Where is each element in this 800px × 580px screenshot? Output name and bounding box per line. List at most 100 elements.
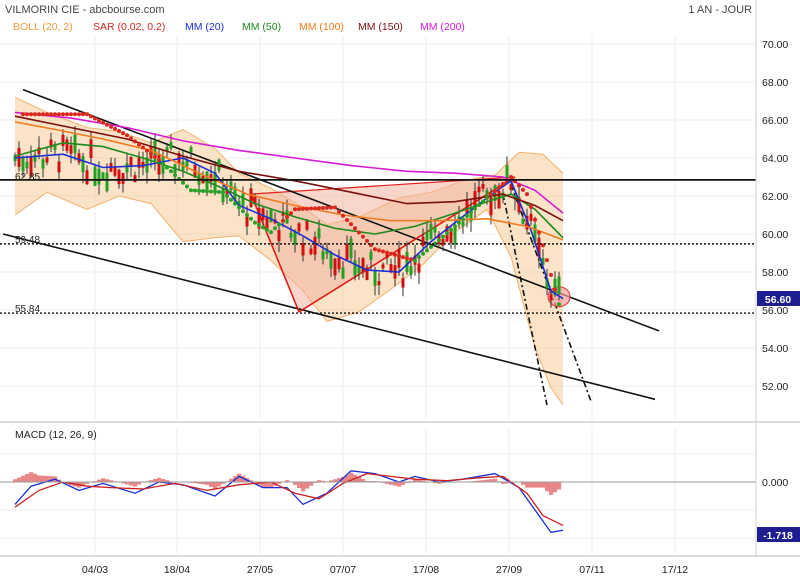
x-tick-label: 27/05 (247, 564, 273, 576)
candle-body (93, 166, 97, 186)
macd-histogram-bar (101, 478, 106, 482)
macd-histogram-bar (129, 482, 134, 486)
sar-dot (297, 207, 301, 212)
candle-body (49, 139, 53, 148)
macd-histogram-bar (549, 482, 554, 495)
sar-dot (213, 189, 217, 194)
sar-dot (557, 302, 561, 307)
candle-body (13, 155, 17, 162)
candle-body (517, 197, 521, 213)
sar-dot (301, 206, 305, 211)
sar-dot (317, 206, 321, 211)
legend-sar: SAR (0.02, 0.2) (93, 21, 165, 33)
sar-dot (353, 226, 357, 231)
candle-body (357, 266, 361, 274)
y-tick-label: 66.00 (762, 115, 788, 127)
macd-histogram-bar (213, 482, 218, 489)
macd-histogram-bar (485, 479, 490, 482)
sar-dot (153, 154, 157, 159)
candle-body (549, 294, 553, 301)
sar-dot (501, 181, 505, 186)
indicator-legend: BOLL (20, 2) SAR (0.02, 0.2) MM (20) MM … (13, 21, 465, 33)
macd-histogram-bar (337, 478, 342, 482)
candle-body (341, 267, 345, 279)
sar-dot (29, 112, 33, 117)
candle-body (121, 172, 125, 184)
sar-dot (253, 220, 257, 225)
candle-body (277, 229, 281, 242)
macd-histogram-bar (417, 479, 422, 482)
candle-body (329, 253, 333, 269)
candle-body (133, 175, 137, 183)
y-tick-label: 60.00 (762, 229, 788, 241)
candle-body (129, 156, 133, 167)
macd-histogram-bar (481, 480, 486, 482)
sar-dot (65, 112, 69, 117)
sar-dot (201, 189, 205, 194)
sar-dot (121, 131, 125, 136)
candle-body (309, 248, 313, 255)
macd-last-badge (757, 527, 800, 542)
macd-histogram-bar (477, 480, 482, 482)
y-tick-label: 54.00 (762, 343, 788, 355)
sar-dot (237, 205, 241, 210)
candle-body (409, 266, 413, 275)
candle-body (537, 237, 541, 258)
macd-histogram-bar (309, 482, 314, 486)
trendline (502, 193, 548, 406)
sar-dot (77, 112, 81, 117)
candle-body (293, 230, 297, 245)
macd-histogram-bar (29, 472, 34, 482)
candle-body (369, 251, 373, 260)
sar-dot (277, 222, 281, 227)
sar-dot (97, 118, 101, 123)
sar-dot (129, 136, 133, 141)
candle-body (249, 188, 253, 207)
macd-series (0, 470, 756, 534)
candle-body (477, 186, 481, 193)
candle-body (125, 163, 129, 173)
candle-body (221, 188, 225, 203)
legend-mm100: MM (100) (299, 21, 344, 33)
chart-title: VILMORIN CIE - abcbourse.com (5, 4, 165, 16)
sar-dot (497, 185, 501, 190)
candle-body (253, 196, 257, 205)
candle-body (497, 190, 501, 209)
macd-signal-line (14, 472, 564, 526)
sar-dot (89, 114, 93, 119)
y-tick-label: 62.00 (762, 191, 788, 203)
sar-dot (69, 112, 73, 117)
macd-histogram-bar (493, 478, 498, 482)
candle-body (373, 271, 377, 286)
x-tick-label: 17/12 (662, 564, 688, 576)
sar-dot (289, 211, 293, 216)
period-label[interactable]: 1 AN - JOUR (688, 4, 752, 16)
candle-body (153, 140, 157, 162)
sar-dot (49, 112, 53, 117)
macd-histogram-bar (553, 482, 558, 493)
sar-dot (321, 205, 325, 210)
sar-dot (257, 222, 261, 227)
sar-dot (365, 238, 369, 243)
macd-last-value: -1.718 (763, 530, 793, 542)
macd-histogram-bar (329, 480, 334, 482)
sar-dot (233, 201, 237, 206)
sar-dot (461, 217, 465, 222)
sar-dot (485, 195, 489, 200)
sar-dot (217, 189, 221, 194)
macd-histogram-bar (397, 482, 402, 487)
last-price-value: 56.60 (765, 294, 791, 306)
legend-mm20: MM (20) (185, 21, 224, 33)
macd-histogram-bar (205, 482, 210, 485)
sar-dot (109, 124, 113, 129)
sar-dot (457, 220, 461, 225)
legend-boll: BOLL (20, 2) (13, 21, 73, 33)
macd-histogram-bar (525, 482, 530, 488)
candle-body (545, 278, 549, 289)
sar-dot (553, 287, 557, 292)
candle-body (485, 190, 489, 196)
sar-dot (209, 189, 213, 194)
candle-body (25, 161, 29, 169)
sar-dot (517, 183, 521, 188)
candle-body (365, 267, 369, 281)
